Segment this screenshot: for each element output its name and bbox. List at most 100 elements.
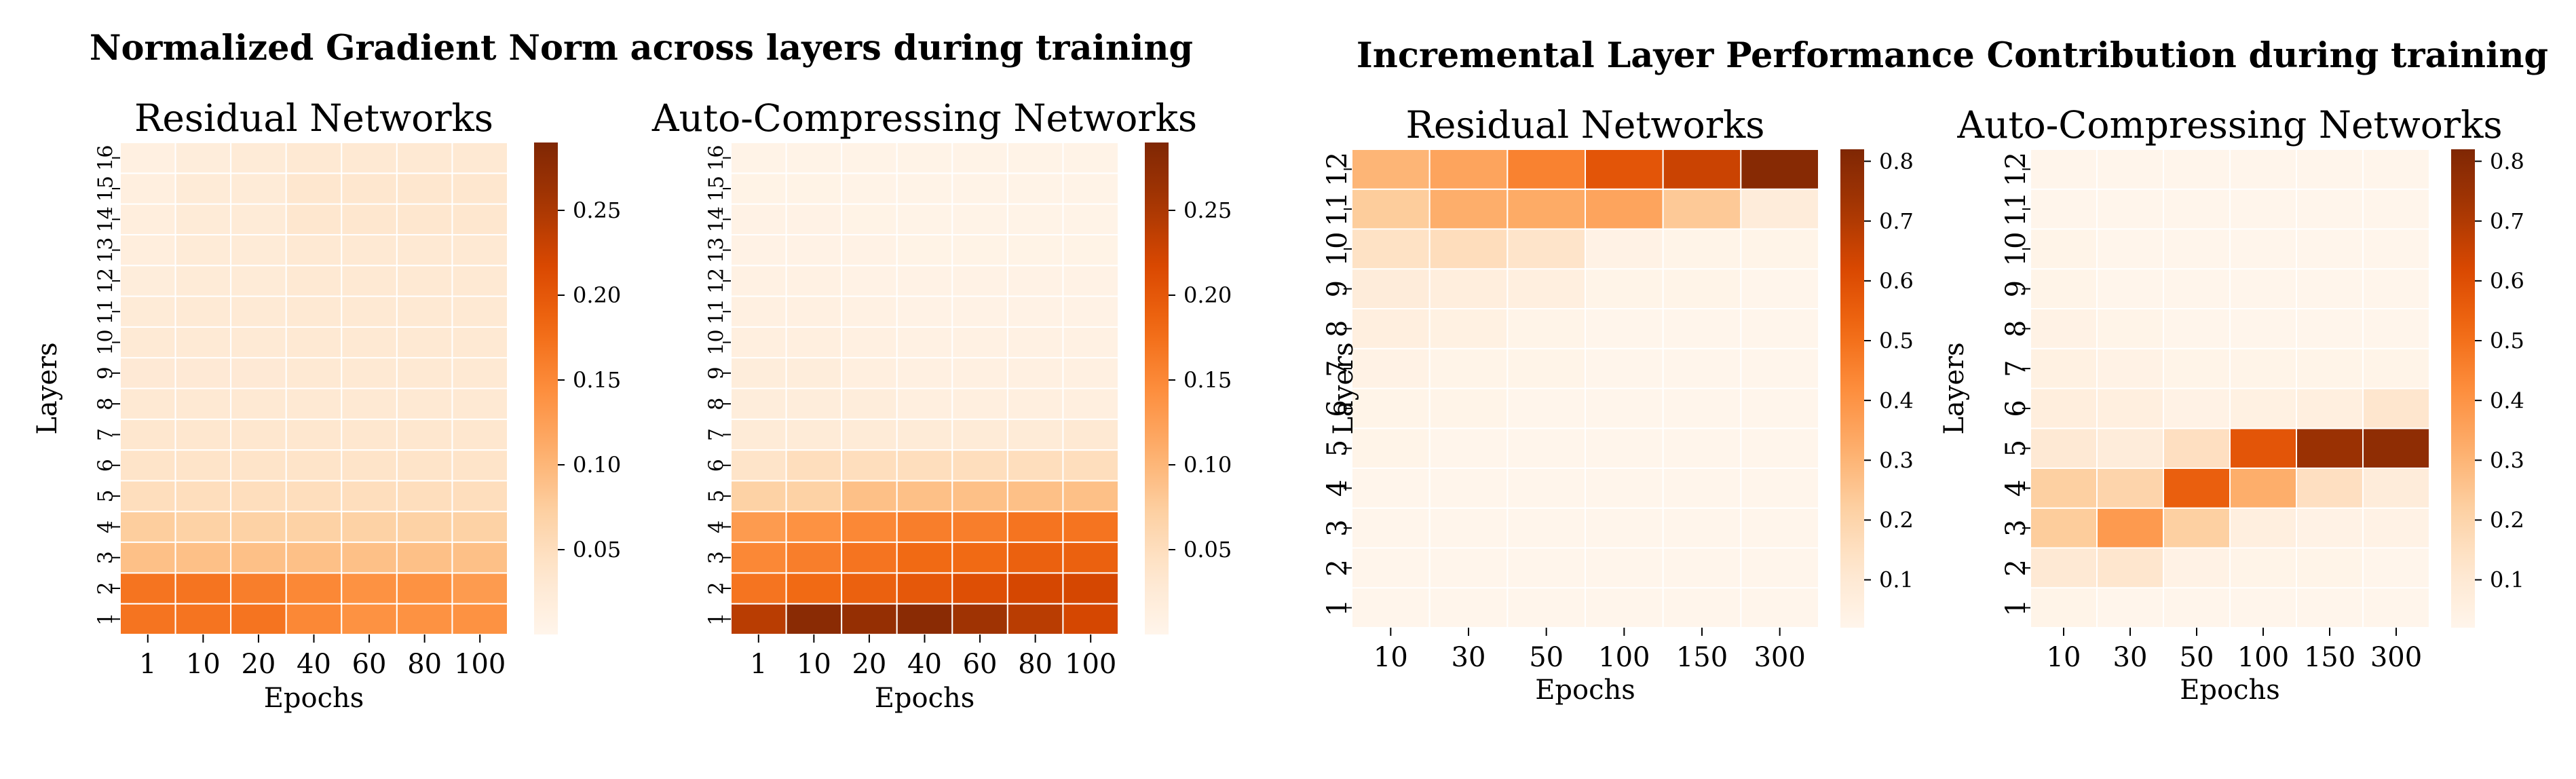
heatmap-cell — [119, 357, 176, 390]
heatmap-cell — [896, 603, 953, 635]
x-tick-label: 300 — [1754, 642, 1805, 673]
heatmap-cell — [2362, 468, 2430, 509]
heatmap-cell — [1062, 326, 1120, 359]
heatmap-cell — [730, 542, 787, 574]
x-tick-label: 20 — [852, 649, 886, 680]
x-tick-label: 50 — [2180, 642, 2214, 673]
heatmap-cell — [1507, 387, 1586, 430]
heatmap-cell — [896, 203, 953, 235]
heatmap-cell — [174, 326, 232, 359]
heatmap-cell — [174, 449, 232, 482]
heatmap-cell — [285, 542, 343, 574]
heatmap-cell — [951, 510, 1008, 544]
y-tick-label: 2 — [94, 582, 118, 594]
heatmap-cell — [1740, 547, 1819, 589]
heatmap-cell — [2296, 149, 2364, 190]
y-tick-label: 12 — [705, 268, 729, 294]
heatmap-cell — [1585, 587, 1664, 628]
heatmap-cell — [230, 542, 287, 574]
x-tick-label: 100 — [454, 649, 506, 680]
heatmap-cell — [119, 603, 176, 635]
heatmap-cell — [174, 510, 232, 544]
heatmap-cell — [841, 265, 898, 297]
heatmap-cell — [785, 265, 843, 297]
heatmap-cell — [730, 203, 787, 235]
heatmap-cell — [230, 326, 287, 359]
y-tick-label: 2 — [1322, 559, 1353, 576]
heatmap-cell — [951, 357, 1008, 390]
heatmap-cell — [119, 542, 176, 574]
colorbar-tick-label: 0.10 — [573, 452, 621, 478]
heatmap-cell — [1662, 308, 1742, 349]
heatmap-cell — [1062, 357, 1120, 390]
heatmap-cell — [1006, 142, 1064, 174]
heatmap-cell — [785, 203, 843, 235]
colorbar-tick-label: 0.25 — [1183, 197, 1232, 223]
x-tick-label: 100 — [1598, 642, 1650, 673]
heatmap-cell — [396, 265, 453, 297]
heatmap-cell — [451, 542, 509, 574]
colorbar-tick-label: 0.15 — [1183, 367, 1232, 393]
y-tick-label: 6 — [705, 459, 729, 472]
y-tick-label: 8 — [705, 398, 729, 411]
colorbar-tick-label: 0.25 — [573, 197, 621, 223]
heatmap-cell — [2030, 428, 2098, 469]
heatmap-cell — [230, 172, 287, 205]
y-tick-label: 14 — [94, 206, 118, 232]
heatmap-cell — [341, 172, 398, 205]
heatmap-cell — [396, 510, 453, 544]
y-tick-label: 16 — [705, 145, 729, 171]
heatmap-cell — [1585, 308, 1664, 349]
heatmap-cell — [119, 203, 176, 235]
heatmap-cell — [451, 295, 509, 328]
heatmap-cell — [451, 418, 509, 451]
heatmap-cell — [341, 233, 398, 267]
heatmap-cell — [730, 572, 787, 605]
heatmap-cell — [230, 480, 287, 512]
heatmap-cell — [2096, 507, 2164, 549]
x-tick-label: 1 — [139, 649, 156, 680]
x-tick-label: 150 — [2304, 642, 2355, 673]
heatmap-cell — [230, 572, 287, 605]
heatmap-cell — [730, 387, 787, 420]
heatmap-cell — [451, 510, 509, 544]
heatmap-cell — [785, 510, 843, 544]
heatmap-cell — [451, 172, 509, 205]
heatmap-cell — [1428, 268, 1509, 309]
heatmap-cell — [1662, 468, 1742, 509]
heatmap-cell — [2096, 387, 2164, 430]
heatmap-cell — [1507, 547, 1586, 589]
heatmap-cell — [174, 295, 232, 328]
heatmap-cell — [174, 142, 232, 174]
colorbar-tick-label: 0.5 — [1879, 328, 1914, 354]
y-tick-label: 9 — [705, 366, 729, 379]
heatmap-cell — [1428, 468, 1509, 509]
heatmap-cell — [1662, 347, 1742, 390]
heatmap-cell — [1428, 308, 1509, 349]
heatmap-cell — [285, 172, 343, 205]
heatmap-cell — [396, 233, 453, 267]
heatmap-cell — [174, 233, 232, 267]
heatmap-cell — [1006, 233, 1064, 267]
y-tick-label: 14 — [705, 206, 729, 232]
heatmap-cell — [1006, 449, 1064, 482]
heatmap-cell — [451, 603, 509, 635]
heatmap-cell — [1585, 547, 1664, 589]
colorbar-tick-label: 0.7 — [1879, 208, 1914, 234]
heatmap-cell — [119, 449, 176, 482]
heatmap-cell — [174, 572, 232, 605]
heatmap-cell — [2229, 149, 2297, 190]
colorbar-tick-label: 0.1 — [2490, 567, 2524, 593]
heatmap-cell — [841, 542, 898, 574]
colorbar-tick-label: 0.6 — [2490, 268, 2524, 294]
heatmap-cell — [119, 510, 176, 544]
heatmap-cell — [951, 295, 1008, 328]
heatmap-cell — [119, 265, 176, 297]
heatmap-cell — [2296, 228, 2364, 270]
heatmap-cell — [1006, 357, 1064, 390]
heatmap-cell — [951, 542, 1008, 574]
y-tick-label: 10 — [705, 329, 729, 355]
heatmap-cell — [1507, 228, 1586, 270]
y-tick-label: 15 — [705, 176, 729, 202]
heatmap-cell — [951, 572, 1008, 605]
